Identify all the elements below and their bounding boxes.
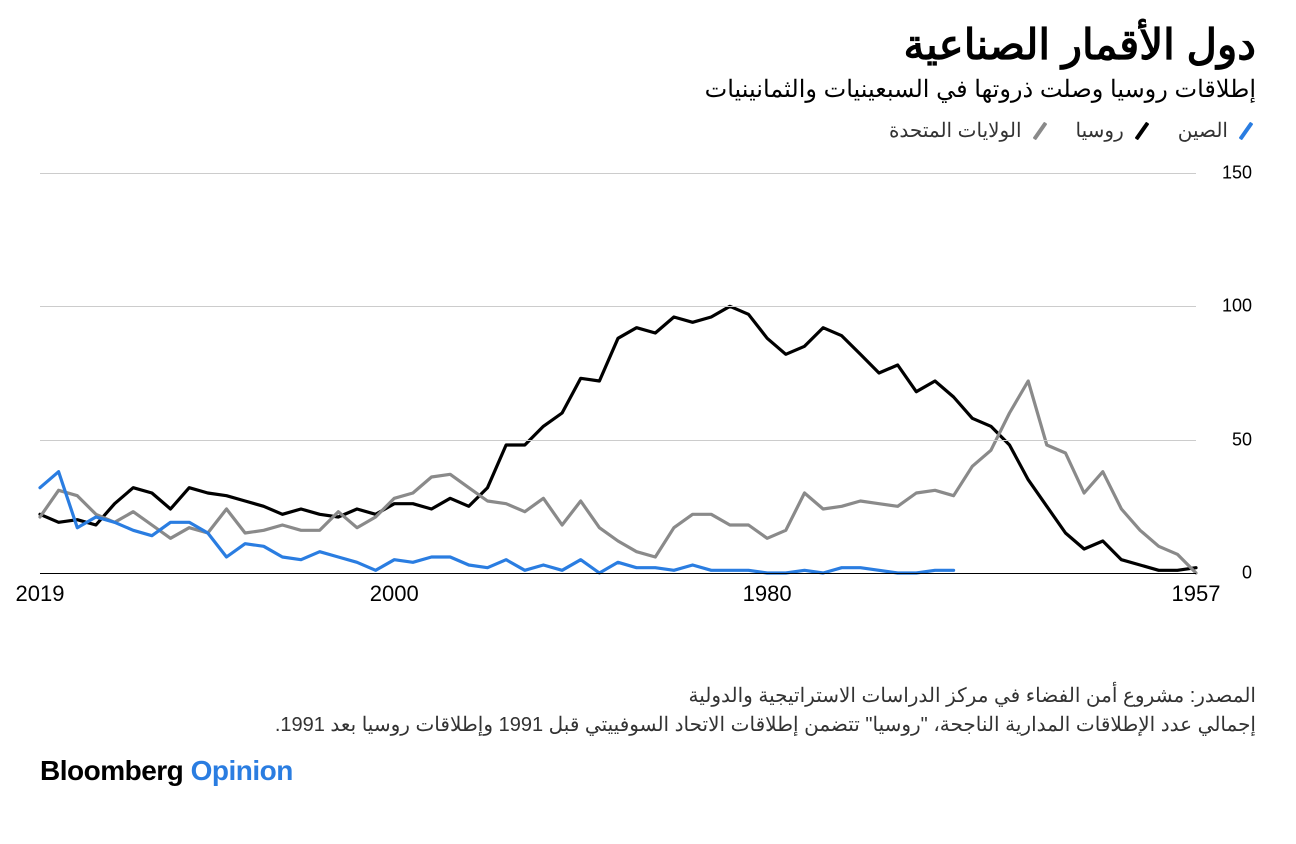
x-axis-label: 2000: [370, 581, 419, 607]
x-axis-label: 1980: [743, 581, 792, 607]
chart-title: دول الأقمار الصناعية: [40, 20, 1256, 69]
y-axis-label: 0: [1242, 563, 1252, 584]
chart-legend: الصين روسيا الولايات المتحدة: [40, 118, 1256, 143]
legend-label-russia: روسيا: [1076, 118, 1124, 143]
chart-subtitle: إطلاقات روسيا وصلت ذروتها في السبعينيات …: [40, 75, 1256, 104]
series-line-russia: [40, 306, 1196, 570]
brand-opinion: Opinion: [191, 755, 293, 786]
gridline: [40, 173, 1196, 174]
legend-label-usa: الولايات المتحدة: [889, 118, 1022, 143]
x-axis-label: 2019: [16, 581, 65, 607]
gridline: [40, 440, 1196, 441]
chart-container: 0501001501957198020002019: [40, 163, 1256, 613]
source-line-1: المصدر: مشروع أمن الفضاء في مركز الدراسا…: [40, 683, 1256, 708]
brand-logo: Bloomberg Opinion: [40, 755, 1256, 787]
legend-swatch-russia: [1134, 121, 1149, 140]
series-line-united-states: [40, 381, 1196, 573]
brand-bloomberg: Bloomberg: [40, 755, 183, 786]
y-axis-label: 150: [1222, 163, 1252, 184]
legend-item-russia: روسيا: [1076, 118, 1152, 143]
x-axis-label: 1957: [1172, 581, 1221, 607]
legend-label-china: الصين: [1178, 118, 1228, 143]
gridline: [40, 573, 1196, 574]
plot-area: 0501001501957198020002019: [40, 173, 1196, 573]
legend-item-china: الصين: [1178, 118, 1256, 143]
y-axis-label: 100: [1222, 296, 1252, 317]
legend-swatch-china: [1239, 121, 1254, 140]
legend-item-usa: الولايات المتحدة: [889, 118, 1050, 143]
source-line-2: إجمالي عدد الإطلاقات المدارية الناجحة، "…: [40, 712, 1256, 737]
y-axis-label: 50: [1232, 429, 1252, 450]
series-line-china: [40, 472, 954, 573]
legend-swatch-usa: [1032, 121, 1047, 140]
chart-lines: [40, 173, 1196, 573]
gridline: [40, 306, 1196, 307]
chart-footer: المصدر: مشروع أمن الفضاء في مركز الدراسا…: [40, 683, 1256, 787]
